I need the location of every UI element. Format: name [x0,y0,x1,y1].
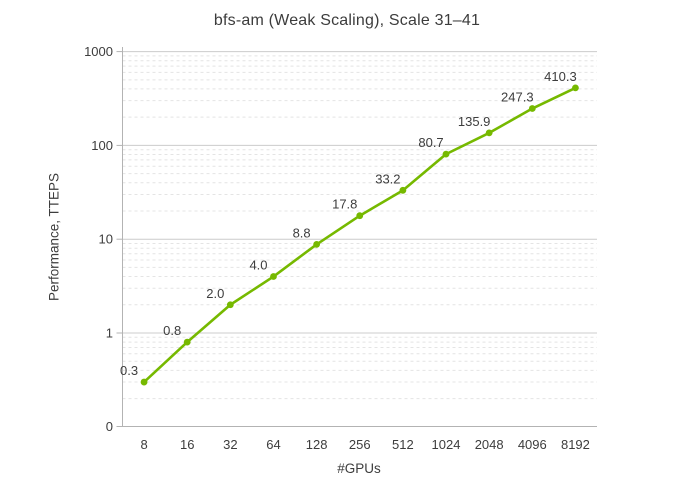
x-tick-label: 4096 [518,437,547,452]
y-tick-label: 100 [91,138,113,153]
x-tick-label: 32 [223,437,237,452]
data-point-label: 4.0 [249,258,267,273]
data-point-label: 8.8 [293,225,311,240]
data-point-label: 80.7 [418,135,443,150]
data-point-label: 17.8 [332,197,357,212]
y-tick-label: 0 [106,419,113,434]
data-point-label: 33.2 [375,171,400,186]
data-point-label: 2.0 [206,286,224,301]
data-point [528,105,536,112]
data-point [356,212,364,220]
x-tick-label: 8 [140,437,147,452]
data-point-label: 135.9 [458,114,491,129]
x-tick-label: 16 [180,437,194,452]
chart-title: bfs-am (Weak Scaling), Scale 31–41 [213,12,481,29]
data-point-label: 0.3 [120,363,138,378]
x-tick-label: 128 [306,437,328,452]
x-axis-title: #GPUs [337,461,381,476]
data-point [572,84,579,92]
x-tick-label: 64 [266,437,280,452]
data-point [442,150,450,158]
data-point-label: 0.8 [163,323,181,338]
y-tick-label: 10 [99,232,113,247]
series-line [142,86,577,384]
x-tick-label: 512 [392,437,414,452]
x-tick-label: 8192 [561,437,590,452]
data-point [270,273,277,280]
data-point [140,378,148,386]
x-tick-label: 256 [349,437,371,452]
data-point [183,338,191,346]
data-point [313,241,321,248]
x-tick-label: 2048 [475,437,504,452]
data-point [399,186,407,194]
data-point [485,129,493,137]
y-tick-label: 1 [106,326,113,341]
y-tick-label: 1000 [84,44,113,59]
data-point-label: 247.3 [501,90,534,105]
data-point [226,301,234,309]
data-point-label: 410.3 [544,69,577,84]
x-tick-label: 1024 [432,437,461,452]
